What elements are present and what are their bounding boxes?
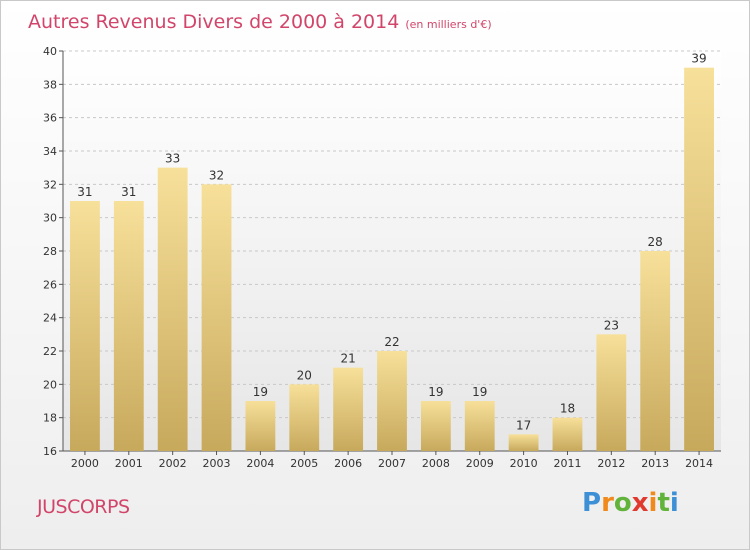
- title-text: Autres Revenus Divers de 2000 à 2014: [28, 11, 400, 33]
- y-tick-label: 38: [43, 78, 57, 91]
- bar: [201, 184, 232, 452]
- bar: [113, 201, 144, 451]
- data-label: 19: [472, 385, 487, 399]
- x-tick-label: 2012: [597, 457, 625, 470]
- data-label: 33: [165, 152, 180, 166]
- data-label: 17: [516, 418, 531, 432]
- data-label: 21: [340, 352, 355, 366]
- data-label: 31: [121, 185, 136, 199]
- y-tick-label: 28: [43, 245, 57, 258]
- unit-text: (en milliers d'€): [405, 18, 492, 31]
- bar: [245, 401, 276, 451]
- y-tick-label: 20: [43, 378, 57, 391]
- y-tick-label: 26: [43, 278, 57, 291]
- bar: [596, 334, 627, 451]
- bar: [70, 201, 100, 451]
- y-tick-label: 40: [43, 45, 57, 58]
- bar: [640, 251, 671, 451]
- x-tick-label: 2013: [641, 457, 669, 470]
- x-tick-label: 2006: [334, 457, 362, 470]
- bar: [333, 367, 364, 451]
- x-tick-label: 2003: [203, 457, 231, 470]
- data-label: 28: [648, 235, 663, 249]
- data-label: 18: [560, 402, 575, 416]
- x-tick-label: 2005: [290, 457, 318, 470]
- y-tick-label: 30: [43, 212, 57, 225]
- y-tick-label: 16: [43, 445, 57, 458]
- y-tick-label: 34: [43, 145, 57, 158]
- data-label: 39: [691, 52, 706, 66]
- x-tick-label: 2001: [115, 457, 143, 470]
- y-tick-label: 36: [43, 112, 57, 125]
- data-label: 31: [77, 185, 92, 199]
- bar: [508, 434, 539, 451]
- data-label: 22: [384, 335, 399, 349]
- data-label: 23: [604, 318, 619, 332]
- data-label: 32: [209, 168, 224, 182]
- x-tick-label: 2009: [466, 457, 494, 470]
- y-tick-label: 18: [43, 412, 57, 425]
- proxiti-logo: Proxiti: [582, 488, 679, 518]
- bar: [684, 67, 714, 452]
- x-tick-label: 2007: [378, 457, 406, 470]
- data-label: 19: [428, 385, 443, 399]
- chart-title: Autres Revenus Divers de 2000 à 2014 (en …: [28, 11, 492, 33]
- x-tick-label: 2014: [685, 457, 713, 470]
- bar: [289, 384, 320, 451]
- bar: [464, 401, 495, 451]
- x-tick-label: 2011: [553, 457, 581, 470]
- data-label: 20: [297, 368, 312, 382]
- y-tick-label: 32: [43, 178, 57, 191]
- x-tick-label: 2004: [246, 457, 274, 470]
- bar: [377, 351, 407, 451]
- x-tick-label: 2002: [159, 457, 187, 470]
- y-tick-label: 22: [43, 345, 57, 358]
- x-tick-label: 2010: [510, 457, 538, 470]
- bar: [157, 167, 188, 451]
- x-tick-label: 2008: [422, 457, 450, 470]
- bar: [420, 401, 451, 451]
- x-tick-label: 2000: [71, 457, 99, 470]
- y-tick-label: 24: [43, 312, 57, 325]
- bar: [552, 417, 583, 451]
- place-name: JUSCORPS: [37, 496, 130, 518]
- data-label: 19: [253, 385, 268, 399]
